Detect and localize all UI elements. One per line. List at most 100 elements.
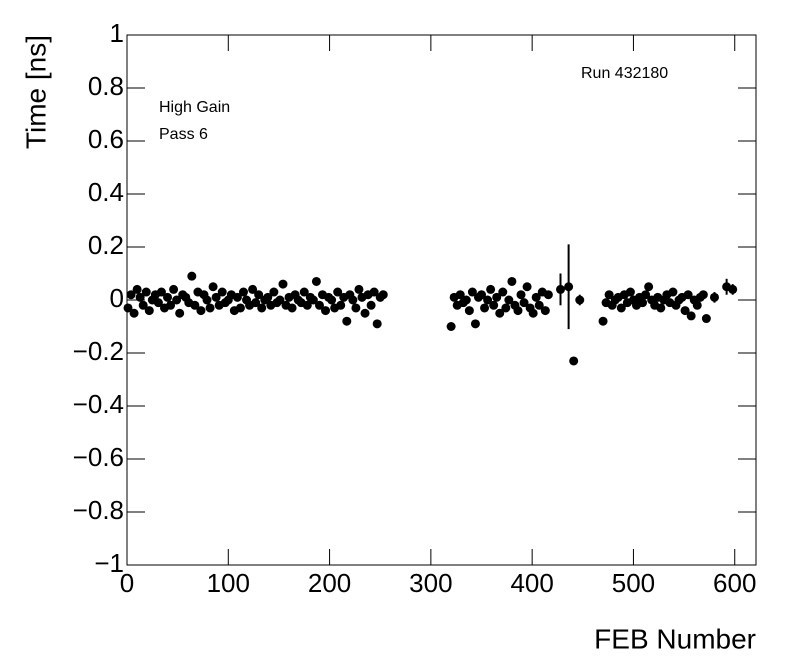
data-point bbox=[138, 300, 148, 310]
data-point bbox=[156, 287, 166, 297]
data-point bbox=[470, 319, 480, 329]
data-point bbox=[531, 292, 541, 302]
data-point bbox=[238, 287, 248, 297]
data-point bbox=[205, 303, 215, 313]
data-point bbox=[641, 290, 651, 300]
y-tick-label: −0.2 bbox=[73, 336, 124, 366]
data-point bbox=[275, 295, 285, 305]
data-point bbox=[314, 300, 324, 310]
y-tick-label: 0.2 bbox=[88, 230, 124, 260]
data-point bbox=[217, 287, 227, 297]
data-point bbox=[598, 316, 608, 326]
y-tick-label: −0.4 bbox=[73, 389, 124, 419]
data-point bbox=[144, 306, 154, 316]
gain-label: High Gain bbox=[159, 99, 230, 116]
data-point bbox=[172, 295, 182, 305]
data-point bbox=[516, 290, 526, 300]
data-point bbox=[235, 303, 245, 313]
data-point bbox=[166, 300, 176, 310]
x-tick-label: 200 bbox=[308, 568, 351, 598]
data-point bbox=[534, 300, 544, 310]
data-point bbox=[540, 306, 550, 316]
data-point bbox=[483, 295, 493, 305]
data-point bbox=[129, 308, 139, 318]
data-point bbox=[366, 300, 376, 310]
x-tick-label: 500 bbox=[612, 568, 655, 598]
data-point bbox=[321, 306, 331, 316]
data-point bbox=[351, 303, 361, 313]
x-tick-label: 100 bbox=[207, 568, 250, 598]
data-point bbox=[467, 287, 477, 297]
data-point bbox=[342, 316, 352, 326]
data-point bbox=[686, 311, 696, 321]
data-point bbox=[141, 287, 151, 297]
data-point bbox=[564, 282, 574, 292]
data-point bbox=[175, 308, 185, 318]
data-point bbox=[287, 303, 297, 313]
data-point bbox=[190, 300, 200, 310]
data-point bbox=[299, 287, 309, 297]
pass-label: Pass 6 bbox=[159, 126, 208, 143]
y-tick-label: 0 bbox=[110, 283, 124, 313]
data-point bbox=[486, 284, 496, 294]
data-point bbox=[692, 300, 702, 310]
data-point bbox=[522, 282, 532, 292]
data-point bbox=[232, 292, 242, 302]
data-point bbox=[504, 295, 514, 305]
data-point bbox=[492, 292, 502, 302]
data-point bbox=[501, 303, 511, 313]
data-point bbox=[477, 290, 487, 300]
data-point bbox=[257, 303, 267, 313]
data-point bbox=[211, 292, 221, 302]
data-point bbox=[251, 298, 261, 308]
data-point bbox=[668, 287, 678, 297]
data-point bbox=[495, 308, 505, 318]
data-point bbox=[625, 287, 635, 297]
data-point bbox=[135, 292, 145, 302]
data-point bbox=[348, 295, 358, 305]
x-tick-label: 400 bbox=[510, 568, 553, 598]
data-point bbox=[333, 287, 343, 297]
data-point bbox=[187, 271, 197, 281]
data-point bbox=[263, 292, 273, 302]
data-point bbox=[153, 298, 163, 308]
data-point bbox=[455, 290, 465, 300]
data-point bbox=[709, 292, 719, 302]
x-tick-label: 0 bbox=[120, 568, 134, 598]
data-point bbox=[461, 295, 471, 305]
data-point bbox=[728, 284, 738, 294]
data-point bbox=[254, 290, 264, 300]
x-axis-title: FEB Number bbox=[594, 623, 756, 654]
data-point bbox=[354, 284, 364, 294]
data-point bbox=[604, 290, 614, 300]
data-point bbox=[498, 287, 508, 297]
data-point bbox=[644, 282, 654, 292]
data-point bbox=[489, 300, 499, 310]
x-tick-label: 600 bbox=[713, 568, 756, 598]
data-point bbox=[656, 303, 666, 313]
data-point bbox=[683, 290, 693, 300]
data-point bbox=[446, 322, 456, 331]
data-point bbox=[507, 276, 517, 286]
data-point bbox=[208, 282, 218, 292]
y-tick-label: 1 bbox=[110, 18, 124, 48]
data-point bbox=[132, 284, 142, 294]
data-point bbox=[616, 303, 626, 313]
data-point bbox=[638, 298, 648, 308]
data-point bbox=[556, 284, 566, 294]
data-point bbox=[311, 276, 321, 286]
data-point bbox=[202, 295, 212, 305]
data-point bbox=[513, 306, 523, 316]
data-point bbox=[519, 298, 529, 308]
data-point bbox=[464, 306, 474, 316]
data-point bbox=[327, 295, 337, 305]
data-point bbox=[543, 290, 553, 300]
y-tick-label: 0.4 bbox=[88, 177, 124, 207]
y-tick-label: 0.8 bbox=[88, 71, 124, 101]
y-tick-label: −1 bbox=[94, 548, 124, 578]
data-point bbox=[369, 287, 379, 297]
data-point bbox=[575, 295, 585, 305]
data-point bbox=[308, 295, 318, 305]
